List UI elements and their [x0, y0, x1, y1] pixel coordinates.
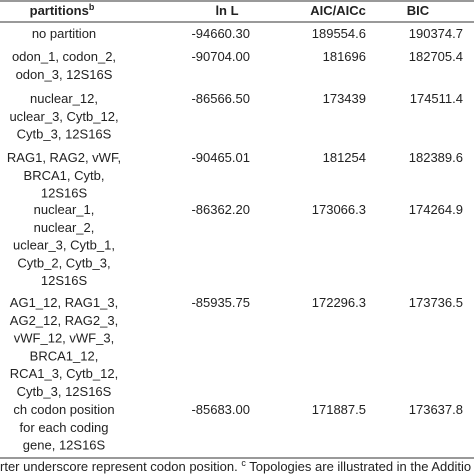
superscript: c — [241, 458, 246, 468]
cell: -86566.50 — [191, 91, 250, 106]
partition-line: nuclear_12, — [30, 91, 98, 106]
cell: -86362.20 — [191, 202, 250, 217]
partition-line: uclear_3, Cytb_12, — [9, 109, 118, 124]
partition-line: nuclear_1, — [34, 202, 95, 217]
footnote-text: Topologies are illustrated in the Additi… — [246, 459, 471, 474]
partition-line: ch codon position — [13, 402, 114, 417]
cell: 190374.7 — [409, 26, 463, 41]
partition-line: BRCA1, Cytb, — [24, 168, 105, 183]
cell: -90465.01 — [191, 150, 250, 165]
cell: -85935.75 — [191, 295, 250, 310]
partition-line: Cytb_3, 12S16S — [17, 384, 112, 399]
superscript: b — [89, 2, 95, 12]
header-cell: ln L — [215, 3, 238, 18]
cell: 173066.3 — [312, 202, 366, 217]
cell: -85683.00 — [191, 402, 250, 417]
cell: 189554.6 — [312, 26, 366, 41]
partition-line: 12S16S — [41, 273, 88, 288]
partition-line: AG1_12, RAG1_3, — [10, 295, 118, 310]
partition-line: 12S16S — [41, 186, 88, 201]
partition-line: nuclear_2, — [34, 220, 95, 235]
cell: 181696 — [323, 49, 366, 64]
partition-line: uclear_3, Cytb_1, — [13, 238, 115, 253]
cell: 171887.5 — [312, 402, 366, 417]
partition-line: BRCA1_12, — [30, 348, 99, 363]
cell: 182705.4 — [409, 49, 463, 64]
cell: 182389.6 — [409, 150, 463, 165]
header-cell: AIC/AICc — [310, 3, 366, 18]
partition-line: Cytb_3, 12S16S — [17, 127, 112, 142]
partition-line: no partition — [32, 26, 96, 41]
partition-line: vWF_12, vWF_3, — [14, 331, 114, 346]
cell: 174511.4 — [410, 91, 463, 106]
footnote: rter underscore represent codon position… — [0, 458, 471, 474]
partition-line: gene, 12S16S — [23, 438, 106, 453]
cell: 173637.8 — [409, 402, 463, 417]
cell: 173439 — [323, 91, 366, 106]
cell: -94660.30 — [191, 26, 250, 41]
cell: 172296.3 — [312, 295, 366, 310]
partition-line: RCA1_3, Cytb_12, — [10, 366, 118, 381]
header-cell: partitionsb — [30, 2, 95, 18]
partition-line: AG2_12, RAG2_3, — [10, 313, 118, 328]
cell: 173736.5 — [409, 295, 463, 310]
cell: 181254 — [323, 150, 366, 165]
header-text: partitions — [30, 3, 89, 18]
partition-line: odon_3, 12S16S — [16, 67, 113, 82]
partition-line: odon_1, codon_2, — [12, 49, 116, 64]
footnote-text: rter underscore represent codon position… — [0, 459, 241, 474]
header-cell: BIC — [407, 3, 430, 18]
partition-line: for each coding — [20, 420, 109, 435]
partition-line: RAG1, RAG2, vWF, — [7, 150, 121, 165]
partition-line: Cytb_2, Cytb_3, — [17, 255, 110, 270]
cell: 174264.9 — [409, 202, 463, 217]
cell: -90704.00 — [191, 49, 250, 64]
